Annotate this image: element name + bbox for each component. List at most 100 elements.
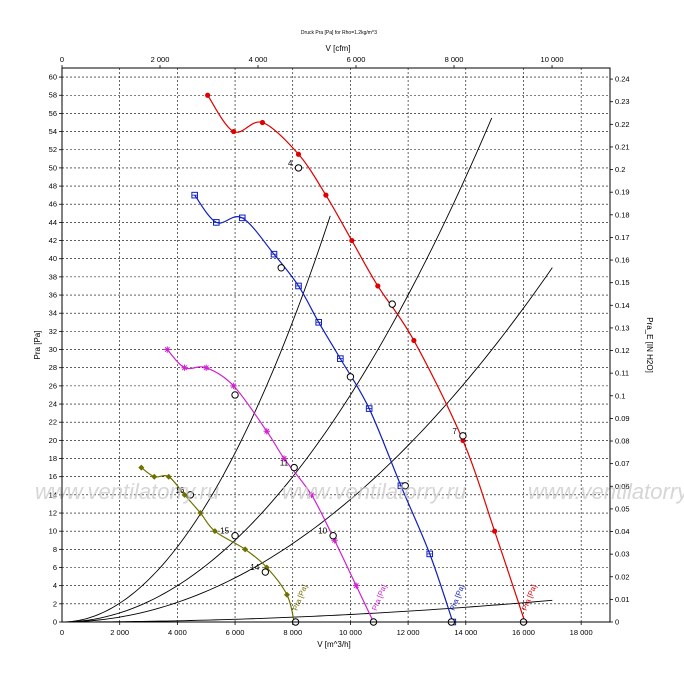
- operating-point: [290, 463, 298, 472]
- series-point: [181, 364, 188, 371]
- y-tick-label: 12: [49, 509, 57, 518]
- series-point: [151, 473, 158, 480]
- series-line: [207, 94, 526, 623]
- series-point: [211, 528, 218, 535]
- operating-point: [401, 482, 409, 490]
- y-tick-label: 0: [53, 618, 57, 627]
- series-point: [197, 510, 204, 517]
- series-point: [203, 364, 210, 371]
- x-tick-label: 0: [60, 628, 64, 637]
- y-tick-label: 46: [49, 200, 57, 209]
- y2-tick-label: 0.04: [615, 527, 630, 536]
- y-tick-label: 60: [49, 73, 57, 82]
- y2-tick-label: 0.21: [615, 142, 630, 151]
- y-tick-label: 6: [53, 563, 57, 572]
- operating-points-layer: 4 16 15 14 11 10 7: [175, 159, 528, 626]
- y2-tick-label: 0.08: [615, 437, 630, 446]
- x-tick-label: 8 000: [283, 628, 302, 637]
- series-layer: Pra [Pa]Pra [Pa]Pra [Pa]Pra [Pa]: [138, 92, 539, 626]
- watermark-text: www.ventilatorry.ru: [528, 479, 684, 504]
- series-point: [352, 582, 360, 589]
- y2-tick-label: 0.18: [615, 210, 630, 219]
- y-tick-label: 58: [49, 91, 57, 100]
- y2-axis-label: Pra_E [IN H2O]: [645, 317, 654, 373]
- series-point: [181, 491, 188, 498]
- series-point: [165, 473, 172, 480]
- x-tick-label: 4 000: [168, 628, 187, 637]
- series-point: [231, 128, 237, 135]
- curve-label: Pra [Pa]: [291, 583, 310, 612]
- y-tick-label: 40: [49, 254, 57, 263]
- x-tick-label: 18 000: [570, 628, 593, 637]
- operating-point: [388, 300, 396, 308]
- y-tick-label: 38: [49, 272, 57, 281]
- series-line: [194, 194, 454, 623]
- y2-tick-label: 0.15: [615, 278, 630, 287]
- operating-point: [294, 164, 303, 172]
- y-tick-label: 22: [49, 418, 57, 427]
- series-point: [375, 283, 381, 289]
- y2-tick-label: 0.16: [615, 256, 630, 265]
- x2-tick-label: 8 000: [445, 55, 464, 64]
- y2-tick-label: 0.07: [615, 459, 630, 468]
- y-tick-label: 10: [49, 527, 57, 536]
- series-point: [138, 464, 145, 471]
- y-tick-label: 4: [53, 581, 57, 590]
- curve-label: Pra [Pa]: [520, 583, 539, 612]
- y-tick-label: 28: [49, 363, 57, 372]
- operating-point: [329, 532, 337, 540]
- y2-tick-label: 0.05: [615, 504, 630, 513]
- x2-tick-label: 6 000: [347, 55, 366, 64]
- y-tick-label: 34: [49, 309, 57, 318]
- series-point: [349, 237, 355, 244]
- operating-point: [459, 432, 467, 440]
- system-curve: [61, 215, 331, 623]
- y-tick-label: 50: [49, 163, 57, 172]
- series-point: [331, 537, 338, 544]
- operating-point-label: 15: [220, 527, 229, 536]
- grid-layer: [62, 68, 610, 622]
- series-point: [283, 591, 290, 598]
- x-tick-label: 10 000: [339, 628, 362, 637]
- operating-point-label: 4: [288, 159, 293, 168]
- y-tick-label: 18: [49, 454, 57, 463]
- series-point: [242, 546, 249, 553]
- y-tick-label: 44: [49, 218, 57, 227]
- y-tick-label: 52: [49, 145, 57, 154]
- x-tick-label: 2 000: [110, 628, 129, 637]
- series-point: [492, 528, 498, 534]
- y-tick-label: 2: [53, 599, 57, 608]
- y2-tick-label: 0: [615, 618, 619, 627]
- y2-tick-label: 0.22: [615, 120, 630, 129]
- x-tick-label: 14 000: [454, 628, 477, 637]
- chart-title: Druck Pra [Pa] for Rho=1.2kg/m^3: [301, 30, 377, 36]
- x-tick-label: 12 000: [397, 628, 420, 637]
- system-curve: [61, 267, 553, 623]
- y2-tick-label: 0.19: [615, 188, 630, 197]
- series-point: [259, 119, 266, 126]
- series-point: [205, 92, 211, 98]
- system-curve: [61, 117, 493, 623]
- x-tick-label: 6 000: [226, 628, 245, 637]
- series-line: [166, 349, 375, 623]
- system-curves-layer: [61, 117, 553, 623]
- operating-point: [186, 491, 195, 499]
- y-tick-label: 30: [49, 345, 57, 354]
- y2-tick-label: 0.1: [615, 391, 625, 400]
- y2-tick-label: 0.02: [615, 572, 630, 581]
- watermark-text: www.ventilatorry.ru: [35, 479, 219, 504]
- x2-axis-label: V [cfm]: [326, 44, 351, 53]
- y2-tick-label: 0.2: [615, 165, 625, 174]
- y2-tick-label: 0.24: [615, 75, 630, 84]
- y2-tick-label: 0.11: [615, 369, 629, 378]
- y-tick-label: 8: [53, 545, 57, 554]
- y-tick-label: 16: [49, 472, 57, 481]
- plot-frame: [61, 67, 611, 623]
- y-tick-label: 54: [49, 127, 57, 136]
- system-curve: [62, 599, 553, 623]
- y-tick-label: 48: [49, 182, 57, 191]
- y2-tick-label: 0.14: [615, 301, 630, 310]
- series-point: [230, 382, 237, 390]
- operating-point-label: 16: [175, 486, 184, 495]
